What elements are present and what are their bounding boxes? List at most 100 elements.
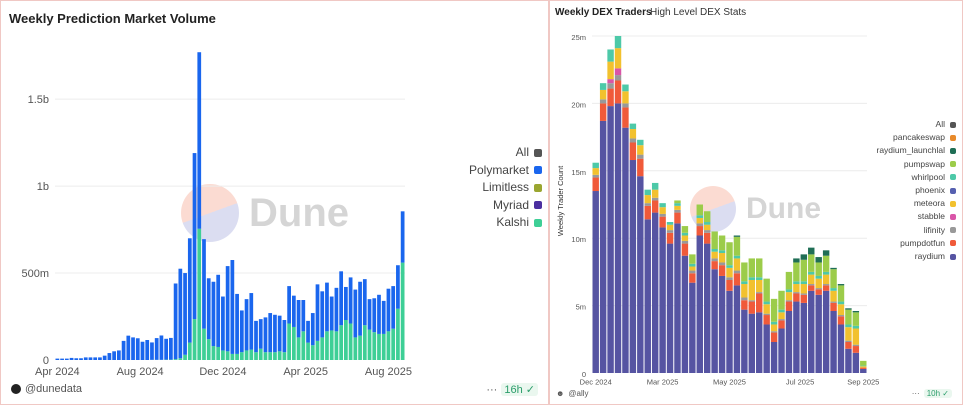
bar-lifinity (822, 284, 830, 286)
bar-pumpswap (703, 211, 711, 223)
bar-kalshi (315, 340, 320, 360)
bar-polymarket (400, 211, 405, 263)
more-menu-button[interactable]: ··· (911, 389, 920, 398)
bar-lifinity (674, 209, 681, 213)
legend-item-all[interactable]: All (469, 144, 542, 162)
legend-item-lifinity[interactable]: lifinity (876, 224, 956, 237)
bar-pumpdotfun (726, 279, 733, 291)
author[interactable]: @dunedata (11, 383, 82, 395)
x-tick-label: Dec 2024 (199, 366, 246, 378)
bar-polymarket (377, 294, 381, 334)
bar-kalshi (306, 342, 310, 360)
bar-pumpswap (837, 285, 845, 302)
legend-item-phoenix[interactable]: phoenix (876, 184, 956, 197)
legend-label: Myriad (492, 197, 529, 212)
bar-raydium (711, 269, 718, 373)
refresh-badge[interactable]: 16h ✓ (501, 383, 538, 396)
chart-title: Weekly Prediction Market Volume (9, 11, 216, 26)
bar-kalshi (216, 346, 221, 360)
bar-pumpswap (681, 226, 689, 233)
bar-kalshi (348, 323, 353, 360)
bar-raydium_launchlab (837, 284, 845, 286)
bar-pumpdotfun (681, 243, 689, 256)
legend-item-pumpdotfun[interactable]: pumpdotfun (876, 237, 956, 250)
legend-swatch (534, 218, 542, 227)
bar-polymarket (310, 313, 315, 346)
bar-pumpdotfun (733, 273, 741, 286)
author[interactable]: ☻ @ally (556, 389, 589, 398)
dex-traders-panel: Weekly DEX Traders High Level DEX Stats … (549, 0, 963, 405)
bar-polymarket (150, 342, 154, 360)
bar-kalshi (325, 331, 329, 360)
legend-item-all[interactable]: All (876, 118, 956, 131)
bar-whirlpool (778, 309, 785, 313)
bar-polymarket (263, 317, 268, 353)
bar-polymarket (164, 338, 169, 360)
bar-lifinity (763, 313, 770, 316)
legend-item-myriad[interactable]: Myriad (469, 197, 542, 215)
bar-polymarket (235, 293, 239, 354)
more-menu-button[interactable]: ··· (486, 383, 498, 396)
bar-pumpswap (674, 200, 681, 204)
bar-polymarket (145, 340, 150, 360)
bar-lifinity (629, 138, 637, 143)
legend-item-pancakeswap[interactable]: pancakeswap (876, 131, 956, 144)
bar-lifinity (607, 83, 614, 89)
bar-pumpdotfun (860, 367, 867, 369)
bar-meteora (696, 217, 703, 224)
refresh-badge[interactable]: 10h ✓ (923, 389, 952, 398)
bar-kalshi (211, 346, 216, 360)
legend-swatch (950, 174, 956, 181)
bar-polymarket (93, 357, 98, 360)
legend-item-pumpswap[interactable]: pumpswap (876, 158, 956, 171)
bar-lifinity (785, 300, 793, 302)
legend-item-kalshi[interactable]: Kalshi (469, 214, 542, 232)
y-tick-label: 1b (37, 181, 49, 193)
bar-raydium (778, 328, 785, 373)
legend-item-polymarket[interactable]: Polymarket (469, 162, 542, 180)
bar-pumpdotfun (614, 80, 622, 104)
y-tick-label: 1.5b (28, 94, 49, 106)
bar-whirlpool (703, 222, 711, 225)
bar-polymarket (192, 153, 197, 320)
bar-pumpswap (785, 271, 793, 290)
legend-item-stabble[interactable]: stabble (876, 210, 956, 223)
bar-pumpdotfun (822, 285, 830, 291)
bar-raydium_launchlab (733, 235, 741, 237)
legend-item-meteora[interactable]: meteora (876, 197, 956, 210)
bar-whirlpool (756, 277, 763, 280)
bar-kalshi (391, 328, 396, 360)
bar-pumpswap (830, 269, 837, 289)
bar-pumpdotfun (696, 226, 703, 236)
x-tick-label: Apr 2024 (35, 366, 80, 378)
legend-item-limitless[interactable]: Limitless (469, 179, 542, 197)
bar-meteora (800, 284, 808, 294)
bar-whirlpool (741, 281, 748, 285)
bar-raydium (770, 341, 778, 373)
x-tick-label: Aug 2024 (117, 366, 164, 378)
legend-item-raydium_launchlal[interactable]: raydium_launchlal (876, 144, 956, 157)
y-tick-label: 20m (571, 100, 586, 109)
legend-item-whirlpool[interactable]: whirlpool (876, 171, 956, 184)
bar-pumpswap (756, 258, 763, 278)
bar-polymarket (197, 52, 202, 229)
bar-raydium (629, 160, 637, 373)
bar-polymarket (206, 278, 211, 340)
dex-traders-chart: 0 5m 10m 15m 20m 25m Dec 2024 Mar 2025 May 2025 J… (556, 33, 879, 387)
bar-meteora (785, 292, 793, 301)
bar-polymarket (386, 288, 391, 332)
bar-lifinity (837, 315, 845, 317)
bar-pumpswap (815, 262, 822, 276)
bar-pumpdotfun (815, 289, 822, 295)
bar-pumpdotfun (793, 293, 800, 302)
bar-pumpdotfun (800, 294, 808, 303)
avatar: ☻ (556, 389, 565, 398)
bar-whirlpool (659, 203, 666, 208)
bar-whirlpool (785, 289, 793, 293)
bar-meteora (659, 207, 666, 214)
bar-lifinity (852, 344, 860, 347)
bar-kalshi (400, 262, 405, 360)
bar-pumpswap (748, 258, 756, 278)
legend-item-raydium[interactable]: raydium (876, 250, 956, 263)
bar-kalshi (225, 351, 230, 360)
